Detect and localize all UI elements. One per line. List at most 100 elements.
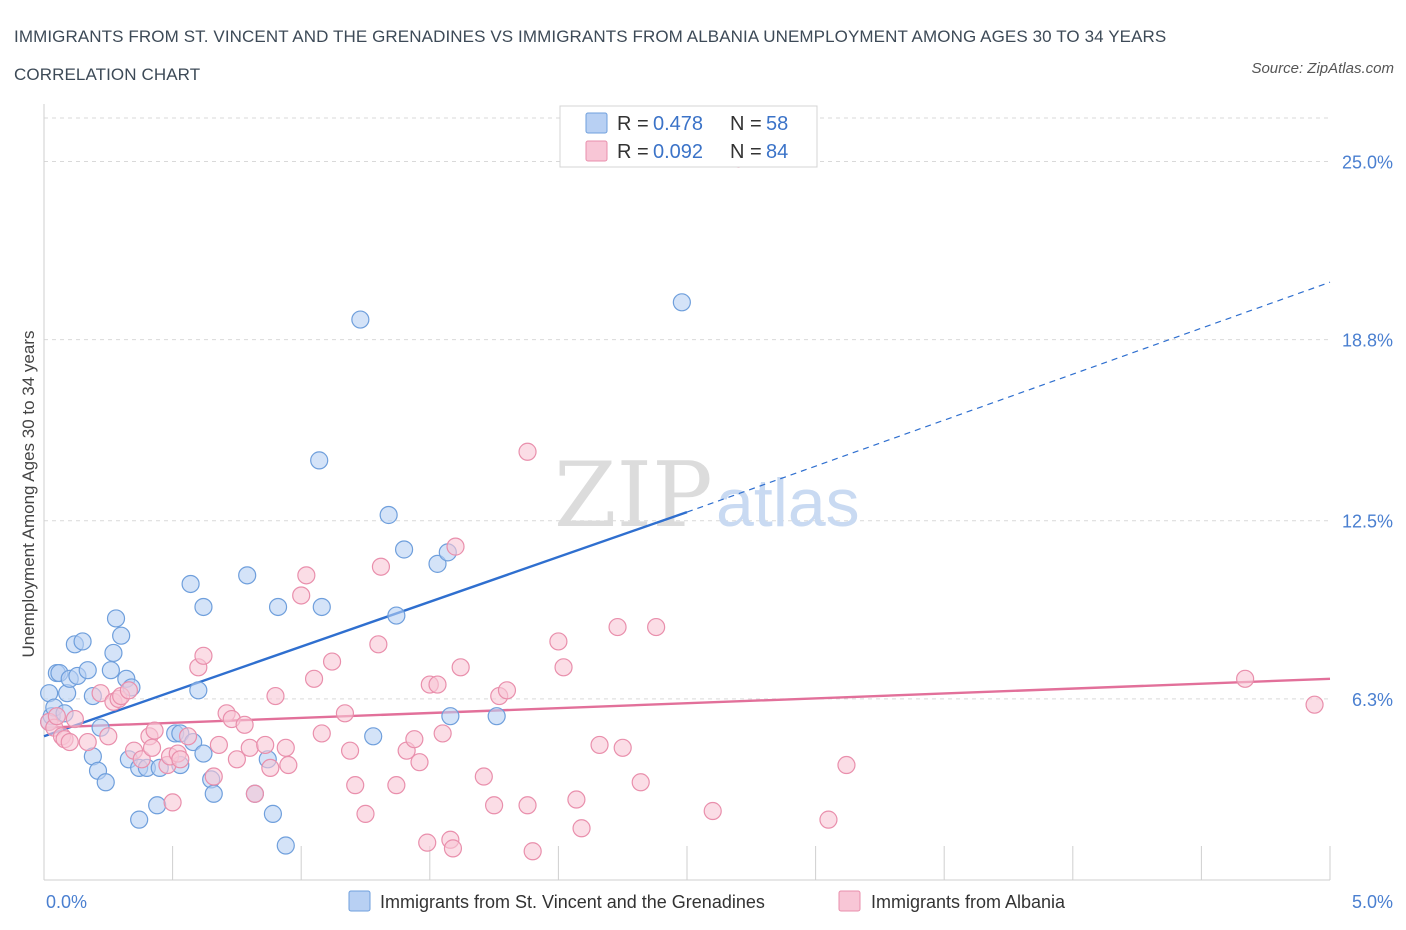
blue-data-point bbox=[672, 293, 691, 312]
legend-r-label-pink: R = bbox=[617, 141, 649, 163]
pink-data-point bbox=[410, 753, 429, 772]
y-tick-label: 12.5% bbox=[1342, 512, 1393, 532]
pink-data-point bbox=[523, 842, 542, 861]
stats-legend: R = 0.478 N = 58 R = 0.092 N = 84 bbox=[559, 105, 818, 168]
legend-r-value-pink: 0.092 bbox=[653, 141, 703, 163]
pink-data-point bbox=[443, 839, 463, 858]
pink-data-point bbox=[446, 537, 465, 556]
pink-data-point bbox=[549, 632, 568, 651]
pink-data-point bbox=[322, 652, 342, 671]
pink-data-point bbox=[346, 776, 365, 795]
pink-data-point bbox=[209, 735, 228, 755]
pink-data-point bbox=[119, 681, 138, 700]
axes bbox=[43, 104, 1330, 881]
blue-data-point bbox=[104, 643, 123, 663]
legend-r-value-blue: 0.478 bbox=[653, 113, 703, 135]
pink-data-point bbox=[371, 557, 391, 576]
blue-data-point bbox=[106, 609, 126, 628]
pink-data-point bbox=[554, 658, 573, 677]
series-legend-label-pink: Immigrants from Albania bbox=[871, 892, 1066, 912]
pink-data-point bbox=[819, 810, 838, 829]
pink-data-point bbox=[227, 750, 246, 769]
pink-data-point bbox=[292, 586, 311, 605]
blue-data-point bbox=[268, 597, 288, 617]
y-tick-label: 6.3% bbox=[1352, 690, 1393, 710]
blue-data-point bbox=[101, 661, 120, 680]
pink-data-point bbox=[145, 721, 164, 740]
pink-data-point bbox=[590, 735, 609, 755]
pink-data-point bbox=[497, 681, 517, 700]
legend-r-label-blue: R = bbox=[617, 113, 649, 135]
series-legend-label-blue: Immigrants from St. Vincent and the Gren… bbox=[380, 892, 765, 912]
blue-data-point bbox=[263, 804, 283, 823]
pink-data-point bbox=[518, 442, 537, 461]
blue-data-point bbox=[189, 681, 208, 700]
legend-n-value-blue: 58 bbox=[766, 113, 788, 135]
blue-data-point bbox=[394, 540, 414, 559]
trend-lines bbox=[43, 281, 1331, 738]
pink-data-point bbox=[78, 732, 97, 752]
data-points bbox=[40, 149, 1324, 861]
pink-data-point bbox=[279, 755, 298, 775]
legend-n-value-pink: 84 bbox=[766, 141, 788, 163]
pink-data-point bbox=[387, 776, 406, 795]
pink-data-point bbox=[142, 738, 162, 757]
chart-source: Source: ZipAtlas.com bbox=[1251, 60, 1394, 77]
pink-data-point bbox=[340, 741, 360, 760]
pink-data-point bbox=[631, 773, 650, 792]
blue-trend-line bbox=[43, 510, 688, 738]
blue-data-point bbox=[312, 597, 331, 617]
pink-trend-line bbox=[43, 677, 1331, 729]
blue-data-point bbox=[310, 451, 329, 470]
series-legend-swatch-pink bbox=[838, 890, 861, 912]
blue-data-point bbox=[379, 505, 398, 525]
pink-data-point bbox=[235, 715, 254, 734]
blue-data-point bbox=[194, 744, 213, 763]
blue-data-point bbox=[194, 597, 213, 617]
chart-title: IMMIGRANTS FROM ST. VINCENT AND THE GREN… bbox=[14, 27, 1167, 84]
x-tick-label: 5.0% bbox=[1352, 892, 1393, 912]
pink-data-point bbox=[297, 566, 316, 585]
pink-data-point bbox=[276, 738, 295, 757]
x-tick-label: 0.0% bbox=[46, 892, 87, 912]
blue-data-point bbox=[364, 727, 383, 746]
pink-data-point bbox=[245, 784, 265, 803]
pink-data-point bbox=[312, 724, 331, 743]
blue-data-point bbox=[204, 784, 223, 803]
pink-data-point bbox=[647, 617, 666, 637]
blue-data-point bbox=[441, 707, 460, 726]
pink-data-point bbox=[194, 646, 213, 665]
legend-n-label-pink: N = bbox=[730, 141, 762, 163]
series-legend-swatch-blue bbox=[348, 890, 371, 912]
pink-data-point bbox=[163, 793, 182, 812]
tick-labels: 6.3% 12.5% 18.8% 25.0% 0.0% 5.0% bbox=[46, 152, 1393, 912]
y-tick-label: 18.8% bbox=[1342, 331, 1393, 351]
pink-data-point bbox=[171, 750, 190, 769]
series-legend: Immigrants from St. Vincent and the Gren… bbox=[348, 890, 1066, 912]
y-tick-label: 25.0% bbox=[1342, 152, 1393, 172]
blue-data-point bbox=[351, 310, 370, 329]
blue-data-point bbox=[112, 626, 131, 645]
blue-data-point bbox=[387, 606, 406, 625]
pink-data-point bbox=[304, 669, 324, 688]
pink-data-point bbox=[240, 738, 259, 757]
legend-swatch-blue bbox=[585, 112, 608, 134]
watermark-atlas: atlas bbox=[716, 465, 860, 541]
pink-data-point bbox=[518, 796, 537, 815]
legend-swatch-pink bbox=[585, 140, 608, 162]
blue-data-point bbox=[130, 810, 149, 829]
pink-data-point bbox=[356, 804, 375, 823]
pink-data-point bbox=[99, 727, 118, 746]
pink-data-point bbox=[47, 707, 66, 726]
blue-data-point bbox=[428, 554, 447, 573]
blue-data-point bbox=[148, 796, 167, 815]
pink-data-point bbox=[335, 704, 355, 723]
pink-data-point bbox=[433, 724, 452, 743]
pink-data-point bbox=[178, 727, 198, 746]
blue-data-point bbox=[181, 574, 200, 594]
pink-data-point bbox=[1305, 695, 1324, 714]
pink-data-point bbox=[703, 801, 722, 821]
pink-data-point bbox=[65, 709, 84, 729]
pink-data-point bbox=[369, 635, 388, 654]
blue-data-point bbox=[487, 707, 506, 726]
